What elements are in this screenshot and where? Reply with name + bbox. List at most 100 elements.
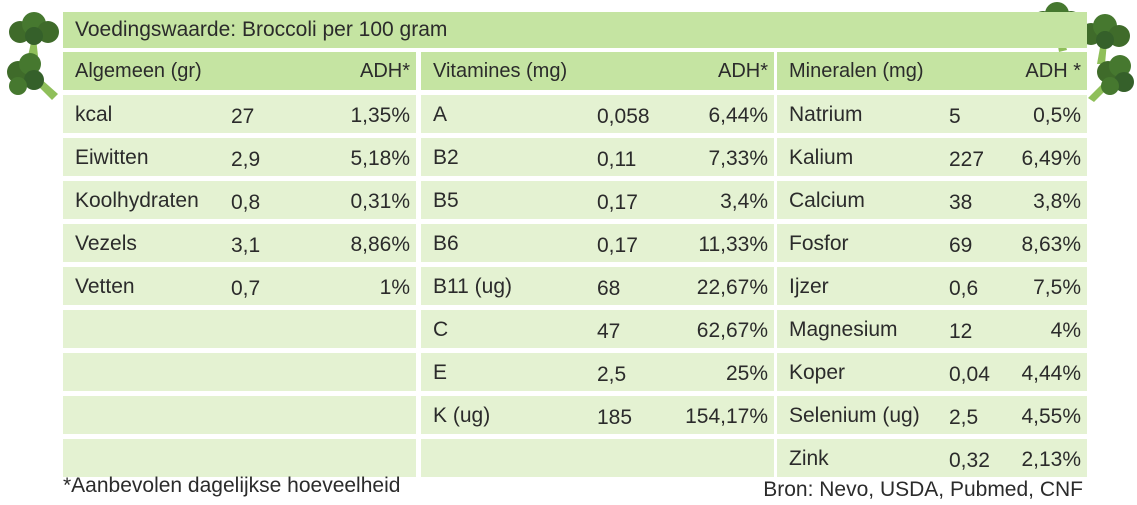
- nutrient-value: 0,8: [231, 191, 261, 214]
- nutrient-adh-percent: 8,86%: [350, 233, 410, 256]
- nutrient-adh-percent: 0,5%: [1033, 104, 1081, 127]
- nutrient-value: 5: [949, 105, 961, 128]
- nutrient-adh-percent: 0,31%: [350, 190, 410, 213]
- nutrient-value: 185: [597, 406, 633, 429]
- table-row: [63, 310, 416, 348]
- nutrient-name: kcal: [75, 103, 113, 126]
- nutrient-name: Ijzer: [789, 275, 829, 298]
- nutrient-name: B5: [433, 189, 459, 212]
- table-row: K (ug) 185 154,17%: [421, 396, 774, 434]
- column-header: Algemeen (gr) ADH*: [63, 52, 416, 90]
- nutrient-value: 3,1: [231, 234, 261, 257]
- nutrient-name: Fosfor: [789, 232, 849, 255]
- nutrient-name: Koolhydraten: [75, 189, 199, 212]
- nutrient-value: 0,11: [597, 148, 637, 171]
- nutrient-name: B11 (ug): [433, 275, 512, 298]
- nutrient-column: Mineralen (mg) ADH * Natrium 5 0,5% Kalium 227…: [777, 52, 1087, 482]
- source-note: Bron: Nevo, USDA, Pubmed, CNF: [763, 478, 1083, 501]
- nutrient-value: 2,5: [597, 363, 627, 386]
- table-row: Calcium 38 3,8%: [777, 181, 1087, 219]
- table-row: B6 0,17 11,33%: [421, 224, 774, 262]
- table-row: [63, 396, 416, 434]
- column-header-label: Algemeen (gr): [75, 60, 202, 82]
- table-row: Fosfor 69 8,63%: [777, 224, 1087, 262]
- table-row: B2 0,11 7,33%: [421, 138, 774, 176]
- nutrient-value: 47: [597, 320, 621, 343]
- table-row: E 2,5 25%: [421, 353, 774, 391]
- nutrient-name: C: [433, 318, 449, 341]
- table-row: Zink 0,32 2,13%: [777, 439, 1087, 477]
- column-header-label: Vitamines (mg): [433, 60, 568, 82]
- nutrient-adh-percent: 5,18%: [350, 147, 410, 170]
- nutrient-name: Vezels: [75, 232, 137, 255]
- nutrient-name: K (ug): [433, 404, 491, 427]
- table-row: Eiwitten 2,9 5,18%: [63, 138, 416, 176]
- table-row: Vezels 3,1 8,86%: [63, 224, 416, 262]
- table-row: kcal 27 1,35%: [63, 95, 416, 133]
- nutrient-name: Magnesium: [789, 318, 898, 341]
- nutrient-adh-percent: 25%: [725, 362, 768, 385]
- nutrient-adh-percent: 7,33%: [708, 147, 768, 170]
- nutrient-value: 0,17: [597, 234, 638, 257]
- nutrient-name: Selenium (ug): [789, 404, 920, 427]
- broccoli-icon: [1088, 55, 1134, 102]
- column-header: Vitamines (mg) ADH*: [421, 52, 774, 90]
- table-row: B5 0,17 3,4%: [421, 181, 774, 219]
- nutrient-adh-percent: 11,33%: [698, 233, 768, 256]
- column-header-adh: ADH*: [359, 60, 410, 82]
- title-bar: Voedingswaarde: Broccoli per 100 gram: [63, 12, 1087, 48]
- nutrient-name: A: [433, 103, 448, 126]
- nutrient-adh-percent: 4,55%: [1021, 405, 1081, 428]
- nutrient-adh-percent: 3,8%: [1033, 190, 1081, 213]
- nutrient-adh-percent: 6,49%: [1021, 147, 1081, 170]
- broccoli-icon: [7, 53, 58, 100]
- column-header-adh: ADH *: [1025, 60, 1081, 82]
- nutrient-value: 0,04: [949, 363, 990, 386]
- column-header: Mineralen (mg) ADH *: [777, 52, 1087, 90]
- nutrient-adh-percent: 6,44%: [708, 104, 768, 127]
- table-row: B11 (ug) 68 22,67%: [421, 267, 774, 305]
- nutrient-value: 0,6: [949, 277, 979, 300]
- table-row: [63, 353, 416, 391]
- nutrient-adh-percent: 62,67%: [696, 319, 768, 342]
- nutrient-adh-percent: 4,44%: [1021, 362, 1081, 385]
- page-title: Voedingswaarde: Broccoli per 100 gram: [75, 18, 448, 41]
- nutrient-adh-percent: 22,67%: [696, 276, 768, 299]
- nutrient-column: Algemeen (gr) ADH* kcal 27 1,35% Eiwitten 2,9 5…: [63, 52, 416, 482]
- nutrient-value: 38: [949, 191, 973, 214]
- table-row: Kalium 227 6,49%: [777, 138, 1087, 176]
- nutrient-column: Vitamines (mg) ADH* A 0,058 6,44% B2 0,11 7,33%…: [421, 52, 774, 482]
- column-header-adh: ADH*: [717, 60, 768, 82]
- nutrient-name: Eiwitten: [75, 146, 149, 169]
- table-row: Magnesium 12 4%: [777, 310, 1087, 348]
- nutrient-adh-percent: 8,63%: [1021, 233, 1081, 256]
- nutrient-name: Kalium: [789, 146, 854, 169]
- nutrient-adh-percent: 7,5%: [1033, 276, 1081, 299]
- nutrient-adh-percent: 1%: [379, 276, 410, 299]
- nutrient-value: 27: [231, 105, 255, 128]
- nutrient-value: 68: [597, 277, 621, 300]
- nutrient-name: B2: [433, 146, 459, 169]
- nutrient-name: Zink: [789, 447, 829, 470]
- nutrient-value: 0,7: [231, 277, 261, 300]
- nutrient-value: 0,17: [597, 191, 638, 214]
- nutrient-adh-percent: 1,35%: [350, 104, 410, 127]
- column-header-label: Mineralen (mg): [789, 60, 924, 82]
- table-row: [63, 439, 416, 477]
- nutrient-adh-percent: 3,4%: [720, 190, 768, 213]
- nutrient-value: 2,9: [231, 148, 261, 171]
- nutrient-value: 69: [949, 234, 973, 257]
- table-row: [421, 439, 774, 477]
- nutrient-value: 0,32: [949, 449, 990, 472]
- nutrient-adh-percent: 154,17%: [685, 405, 768, 428]
- table-row: Koolhydraten 0,8 0,31%: [63, 181, 416, 219]
- nutrient-value: 12: [949, 320, 973, 343]
- nutrient-name: B6: [433, 232, 459, 255]
- table-row: Koper 0,04 4,44%: [777, 353, 1087, 391]
- nutrient-value: 2,5: [949, 406, 979, 429]
- table-row: Vetten 0,7 1%: [63, 267, 416, 305]
- broccoli-icon: [9, 12, 59, 56]
- table-row: A 0,058 6,44%: [421, 95, 774, 133]
- nutrient-name: Koper: [789, 361, 846, 384]
- nutrient-value: 0,058: [597, 105, 650, 128]
